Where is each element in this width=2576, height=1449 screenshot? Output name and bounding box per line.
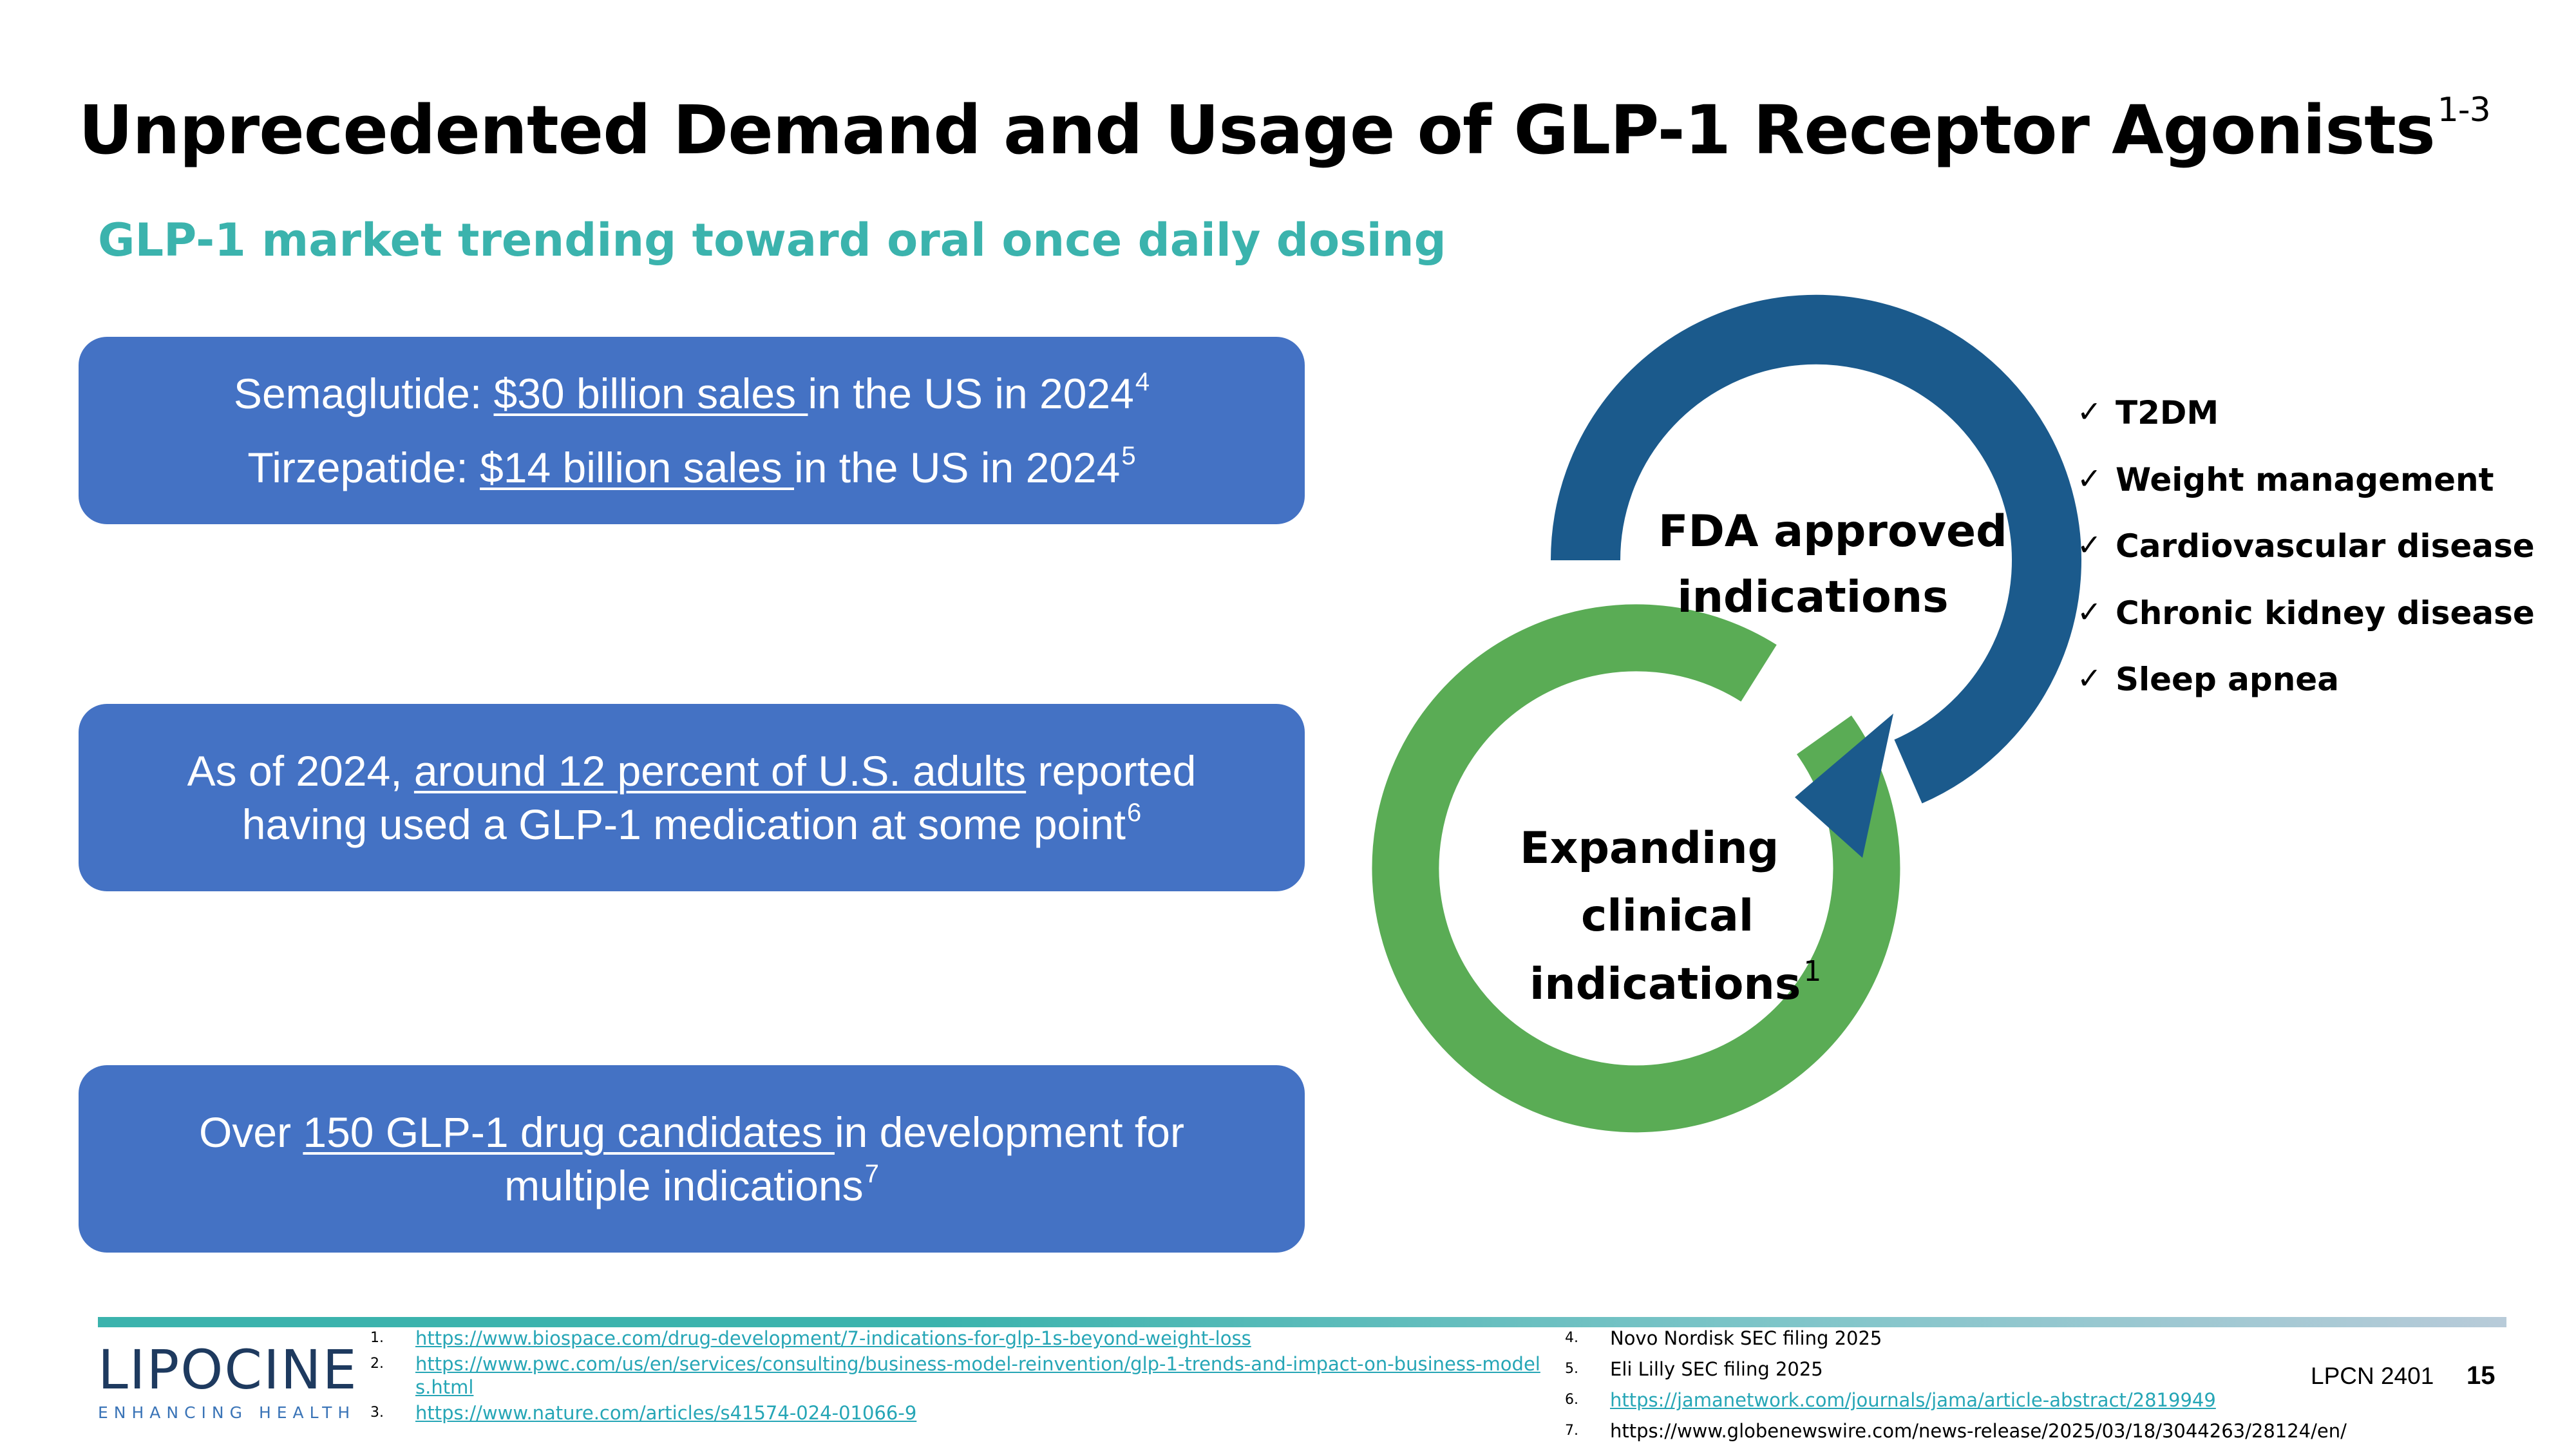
slide-title: Unprecedented Demand and Usage of GLP-1 … xyxy=(79,93,2491,164)
reference-item: 6. https://jamanetwork.com/journals/jama/… xyxy=(1565,1388,2347,1412)
indication-label: Sleep apnea xyxy=(2116,661,2339,698)
indication-label: T2DM xyxy=(2116,394,2219,431)
lipocine-logo: LIPOCINE ENHANCING HEALTH xyxy=(98,1343,358,1422)
expanding-ref: 1 xyxy=(1803,954,1822,988)
pipeline-suffix: in development for xyxy=(834,1108,1184,1156)
reference-link[interactable]: https://jamanetwork.com/journals/jama/ar… xyxy=(1610,1389,2216,1411)
indication-label: Weight management xyxy=(2116,460,2494,498)
indication-label: Cardiovascular disease xyxy=(2116,527,2535,565)
expanding-label-line-3-text: indications xyxy=(1530,958,1801,1010)
list-item: ✓ Chronic kidney disease xyxy=(2077,594,2535,661)
reference-link[interactable]: https://www.biospace.com/drug-developmen… xyxy=(415,1327,1251,1349)
footer-divider xyxy=(98,1317,2506,1327)
reference-text: https://www.globenewswire.com/news-relea… xyxy=(1610,1420,2347,1442)
reference-number: 3. xyxy=(370,1405,384,1421)
reference-item: 5. Eli Lilly SEC filing 2025 xyxy=(1565,1358,2347,1381)
fda-indications-list: ✓ T2DM ✓ Weight management ✓ Cardiovascular… xyxy=(2077,394,2535,728)
list-item: ✓ Cardiovascular disease xyxy=(2077,527,2535,594)
pipeline-prefix: Over xyxy=(199,1108,303,1156)
reference-link[interactable]: https://www.pwc.com/us/en/services/consu… xyxy=(415,1353,1540,1398)
slide-subtitle: GLP-1 market trending toward oral once d… xyxy=(98,214,1446,267)
logo-wordmark: LIPOCINE xyxy=(98,1338,358,1401)
list-item: ✓ T2DM xyxy=(2077,394,2535,461)
slide-title-text: Unprecedented Demand and Usage of GLP-1 … xyxy=(79,91,2436,169)
reference-link[interactable]: https://www.nature.com/articles/s41574-0… xyxy=(415,1402,917,1424)
pipeline-ref: 7 xyxy=(864,1159,879,1188)
fda-approved-ring xyxy=(1551,294,2081,804)
reference-number: 2. xyxy=(370,1356,384,1372)
expanding-label-line-1: Expanding xyxy=(1520,823,1779,874)
checkmark-icon: ✓ xyxy=(2077,661,2102,696)
tirzepatide-prefix: Tirzepatide: xyxy=(247,443,480,491)
usage-prefix: As of 2024, xyxy=(187,747,414,795)
checkmark-icon: ✓ xyxy=(2077,394,2102,429)
reference-number: 7. xyxy=(1565,1423,1578,1439)
reference-number: 1. xyxy=(370,1330,384,1346)
reference-number: 6. xyxy=(1565,1392,1578,1408)
title-reference-superscript: 1-3 xyxy=(2437,91,2491,129)
semaglutide-line: Semaglutide: $30 billion sales in the US… xyxy=(234,367,1150,421)
reference-item: 1. https://www.biospace.com/drug-developm… xyxy=(370,1327,1549,1350)
expanding-indications-label: Expanding clinical indications1 xyxy=(1520,815,1821,1018)
reference-item: 3. https://www.nature.com/articles/s41574… xyxy=(370,1401,1549,1425)
tirzepatide-suffix: in the US in 2024 xyxy=(794,443,1121,491)
usage-ref: 6 xyxy=(1126,798,1142,827)
checkmark-icon: ✓ xyxy=(2077,594,2102,629)
tirzepatide-ref: 5 xyxy=(1121,441,1136,470)
reference-number: 4. xyxy=(1565,1330,1578,1346)
expanding-label-line-2: clinical xyxy=(1581,891,1754,942)
usage-line-2: having used a GLP-1 medication at some p… xyxy=(242,798,1141,851)
references-right: 4. Novo Nordisk SEC filing 2025 5. Eli Lil… xyxy=(1565,1327,2347,1443)
semaglutide-prefix: Semaglutide: xyxy=(233,370,494,417)
tirzepatide-sales-link[interactable]: $14 billion sales xyxy=(480,443,795,491)
expanding-label-line-3: indications1 xyxy=(1520,951,1821,1018)
reference-item: 4. Novo Nordisk SEC filing 2025 xyxy=(1565,1327,2347,1350)
list-item: ✓ Sleep apnea xyxy=(2077,661,2535,728)
pipeline-line-2-text: multiple indications xyxy=(504,1161,864,1209)
pipeline-line-1: Over 150 GLP-1 drug candidates in develo… xyxy=(199,1106,1184,1159)
semaglutide-suffix: in the US in 2024 xyxy=(808,370,1134,417)
checkmark-icon: ✓ xyxy=(2077,527,2102,562)
pipeline-box: Over 150 GLP-1 drug candidates in develo… xyxy=(79,1065,1305,1253)
tirzepatide-line: Tirzepatide: $14 billion sales in the US… xyxy=(247,441,1135,495)
pipeline-line-2: multiple indications7 xyxy=(504,1159,879,1213)
logo-tagline: ENHANCING HEALTH xyxy=(98,1403,356,1422)
list-item: ✓ Weight management xyxy=(2077,461,2535,528)
usage-suffix: reported xyxy=(1026,747,1197,795)
indication-label: Chronic kidney disease xyxy=(2116,594,2535,632)
reference-text: Novo Nordisk SEC filing 2025 xyxy=(1610,1327,1882,1349)
semaglutide-sales-link[interactable]: $30 billion sales xyxy=(493,370,808,417)
fda-approved-label: FDA approved indications xyxy=(1658,499,2007,630)
checkmark-icon: ✓ xyxy=(2077,460,2102,496)
reference-text: Eli Lilly SEC filing 2025 xyxy=(1610,1358,1823,1380)
usage-line-2-text: having used a GLP-1 medication at some p… xyxy=(242,800,1126,848)
fda-label-line-1: FDA approved xyxy=(1658,506,2007,557)
usage-adults-link[interactable]: around 12 percent of U.S. adults xyxy=(413,747,1027,795)
reference-item: 7. https://www.globenewswire.com/news-rel… xyxy=(1565,1419,2347,1443)
references-left: 1. https://www.biospace.com/drug-developm… xyxy=(370,1327,1549,1425)
pipeline-candidates-link[interactable]: 150 GLP-1 drug candidates xyxy=(303,1108,835,1156)
cycle-arrowhead xyxy=(1795,714,1893,858)
semaglutide-ref: 4 xyxy=(1135,368,1150,396)
reference-item: 2. https://www.pwc.com/us/en/services/con… xyxy=(370,1352,1549,1399)
usage-box: As of 2024, around 12 percent of U.S. ad… xyxy=(79,704,1305,891)
expanding-indications-ring xyxy=(1372,604,1900,1133)
fda-label-line-2: indications xyxy=(1677,572,1949,623)
sales-box: Semaglutide: $30 billion sales in the US… xyxy=(79,337,1305,524)
usage-line-1: As of 2024, around 12 percent of U.S. ad… xyxy=(187,744,1197,798)
document-code: LPCN 2401 xyxy=(2311,1363,2434,1389)
reference-number: 5. xyxy=(1565,1361,1578,1377)
page-number: 15 xyxy=(2467,1361,2496,1390)
